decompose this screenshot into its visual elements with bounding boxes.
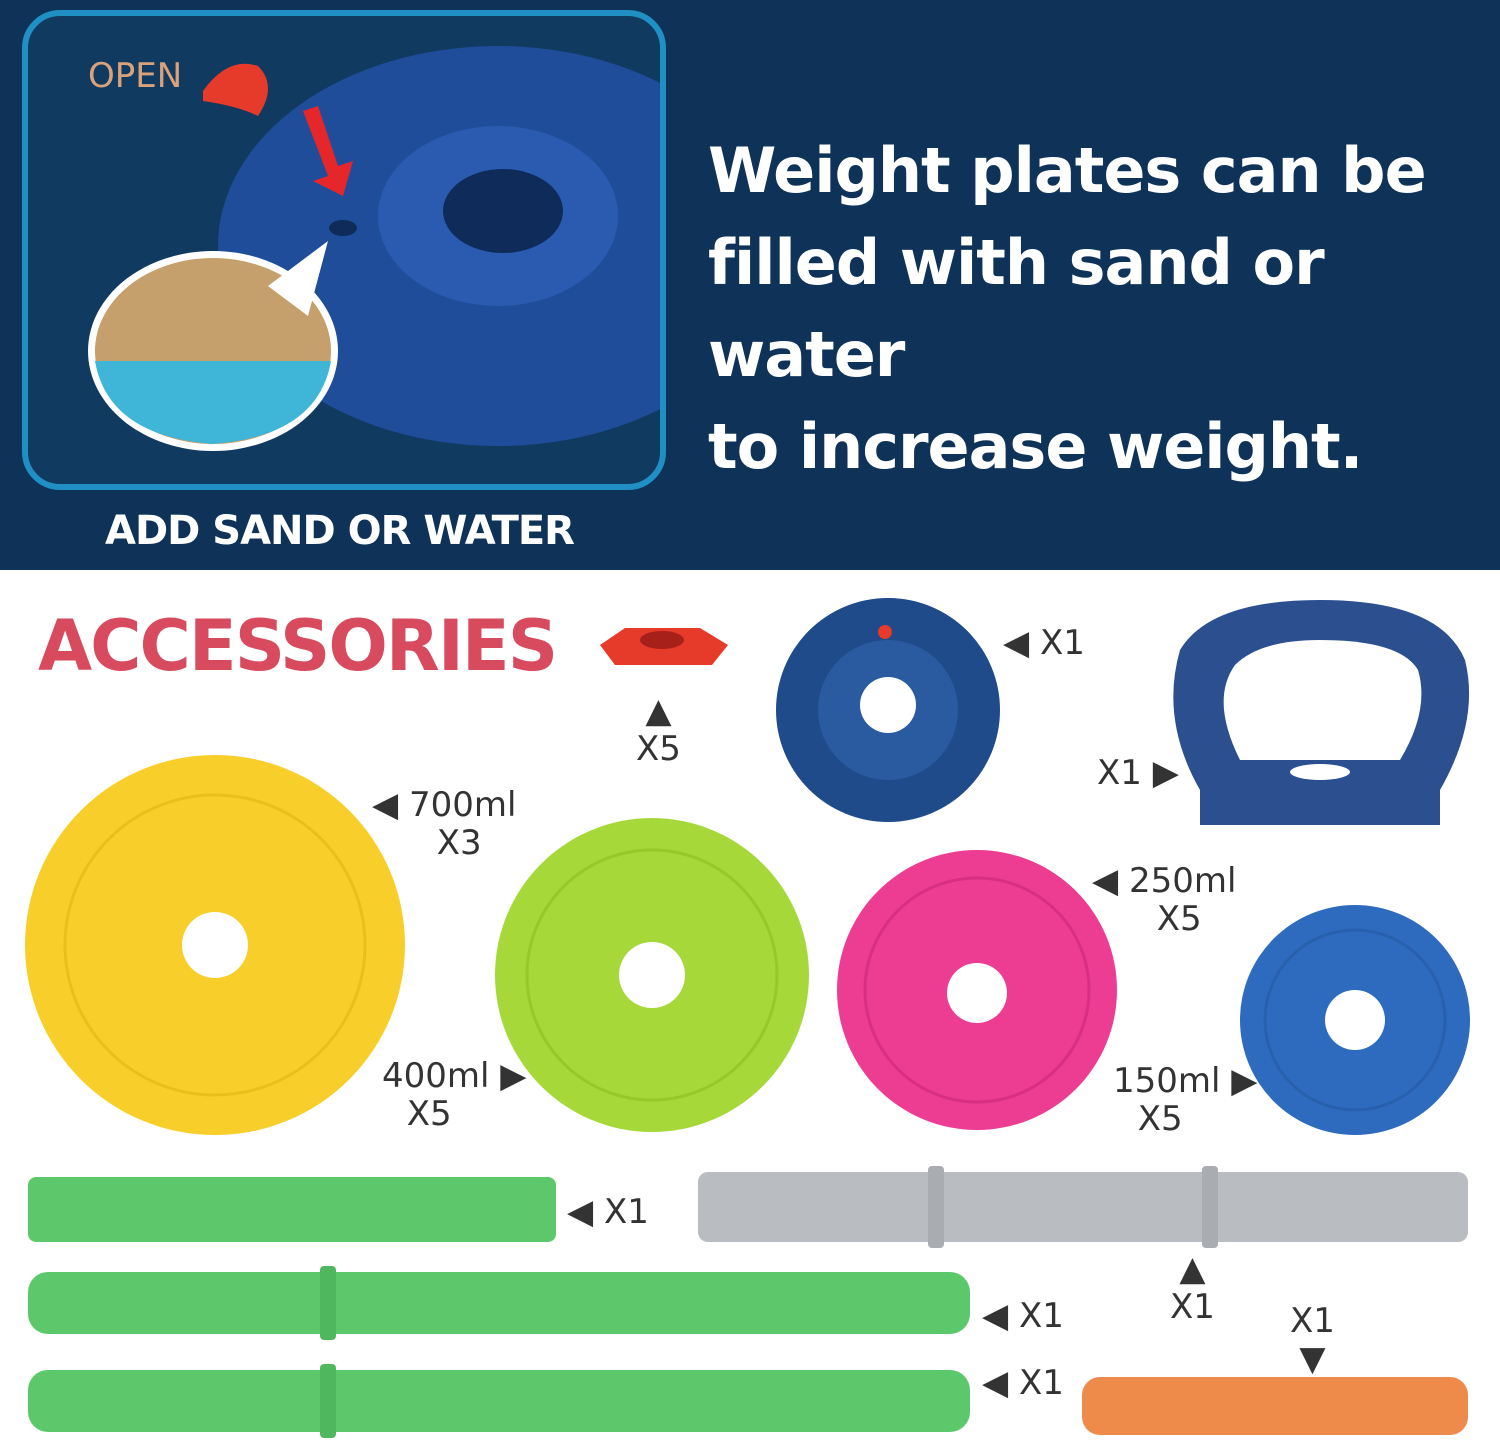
left-arrow-icon: ◀	[982, 1363, 1009, 1403]
plate-150ml	[1240, 905, 1470, 1135]
headline-line: to increase weight.	[708, 410, 1363, 483]
kettlebell-handle	[1173, 600, 1470, 825]
water-icon	[95, 361, 331, 444]
orange-connector-label: X1 ▼	[1290, 1302, 1335, 1378]
left-arrow-icon: ◀	[1003, 623, 1030, 663]
navy-plate-label: ◀ X1	[1003, 624, 1085, 662]
qty: X1	[1018, 1363, 1064, 1403]
gray-bar-label: ▲ X1	[1170, 1250, 1215, 1326]
green-bar-2-label: ◀ X1	[982, 1364, 1064, 1402]
qty: X1	[1170, 1287, 1215, 1327]
gray-bar	[698, 1166, 1468, 1248]
navy-plate	[776, 598, 1000, 822]
red-cap	[600, 628, 728, 665]
qty: X3	[436, 823, 482, 863]
right-arrow-icon: ▶	[1152, 753, 1179, 793]
orange-connector	[1082, 1377, 1468, 1435]
cap-label: ▲ X5	[636, 692, 681, 768]
right-arrow-icon: ▶	[1231, 1061, 1258, 1101]
left-arrow-icon: ◀	[567, 1192, 594, 1232]
arrow-icon	[303, 106, 353, 196]
up-arrow-icon: ▲	[645, 691, 672, 731]
plate-250ml	[837, 850, 1117, 1130]
volume: 150ml	[1113, 1061, 1221, 1101]
add-sand-caption: ADD SAND OR WATER	[105, 508, 575, 554]
green-bar-1	[28, 1266, 970, 1340]
qty: X1	[1039, 623, 1085, 663]
right-arrow-icon: ▶	[500, 1056, 527, 1096]
fill-illustration	[88, 46, 660, 451]
accessories-title: ACCESSORIES	[38, 605, 558, 687]
left-arrow-icon: ◀	[1092, 861, 1119, 901]
fill-illustration-frame	[22, 10, 666, 490]
headline: Weight plates can be filled with sand or…	[708, 125, 1500, 493]
plate-700ml	[25, 755, 405, 1135]
qty: X1	[603, 1192, 649, 1232]
handle-label: X1 ▶	[1097, 754, 1179, 792]
qty: X5	[406, 1094, 452, 1134]
left-arrow-icon: ◀	[982, 1296, 1009, 1336]
qty: X5	[1137, 1099, 1183, 1139]
plate-400ml	[495, 818, 809, 1132]
green-bar-1-label: ◀ X1	[982, 1297, 1064, 1335]
down-arrow-icon: ▼	[1299, 1339, 1326, 1379]
plate-250-label: ◀ 250ml X5	[1092, 862, 1236, 938]
qty: X1	[1018, 1296, 1064, 1336]
qty: X5	[636, 729, 681, 769]
red-stopper-icon	[203, 63, 268, 116]
plate-400-label: 400ml ▶ X5	[382, 1057, 526, 1133]
green-tube	[28, 1177, 556, 1242]
volume: 400ml	[382, 1056, 490, 1096]
qty: X1	[1290, 1301, 1335, 1341]
qty: X5	[1156, 899, 1202, 939]
fill-hole	[329, 220, 357, 236]
plate-700-label: ◀ 700ml X3	[372, 786, 516, 862]
open-label: OPEN	[88, 56, 183, 96]
left-arrow-icon: ◀	[372, 785, 399, 825]
qty: X1	[1097, 753, 1142, 793]
volume: 250ml	[1128, 861, 1237, 901]
headline-line: filled with sand or water	[708, 226, 1325, 391]
up-arrow-icon: ▲	[1179, 1249, 1206, 1289]
green-bar-2	[28, 1364, 970, 1438]
green-tube-label: ◀ X1	[567, 1193, 649, 1231]
headline-line: Weight plates can be	[708, 134, 1427, 207]
plate-150-label: 150ml ▶ X5	[1113, 1062, 1257, 1138]
volume: 700ml	[408, 785, 517, 825]
